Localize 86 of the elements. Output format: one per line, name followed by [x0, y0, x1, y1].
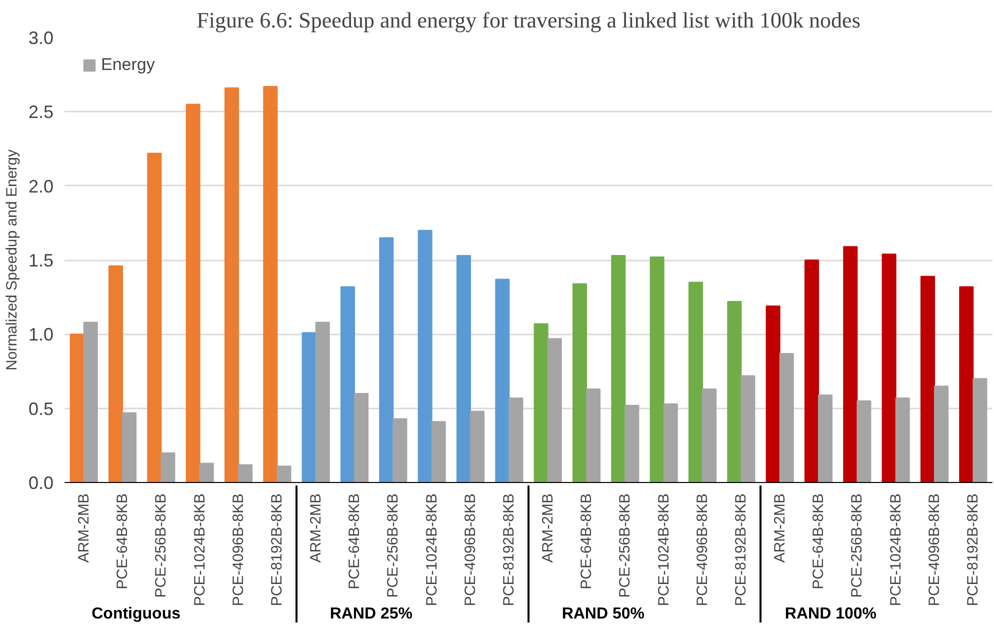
x-tick-label: PCE-256B-8KB — [152, 494, 170, 598]
bar — [547, 338, 562, 482]
bar — [392, 418, 408, 482]
x-tick-label: PCE-1024B-8KB — [423, 493, 440, 606]
bar — [650, 256, 664, 482]
bar — [224, 87, 239, 482]
bar — [456, 255, 471, 482]
bar — [856, 400, 872, 482]
bar — [663, 403, 678, 482]
bar — [263, 86, 278, 482]
bar — [882, 254, 896, 482]
bar — [804, 260, 819, 482]
bar — [302, 332, 316, 482]
x-tick-label: PCE-8192B-8KB — [732, 493, 750, 606]
bar — [688, 282, 703, 482]
x-tick-label: PCE-8192B-8KB — [268, 493, 286, 606]
legend-label: Energy — [101, 55, 155, 75]
bar — [340, 286, 355, 482]
x-tick-label: PCE-4096B-8KB — [694, 493, 711, 606]
bar — [727, 301, 742, 482]
bar — [238, 464, 253, 482]
bar — [199, 462, 214, 482]
bar — [895, 397, 910, 482]
y-tick-label: 3.0 — [28, 28, 54, 48]
text: RAND 25% — [330, 606, 412, 623]
x-tick-label: PCE-256B-8KB — [384, 494, 402, 598]
y-tick-label: 2.0 — [28, 176, 54, 196]
bar — [534, 323, 548, 482]
bar — [122, 412, 137, 482]
bar — [779, 352, 794, 482]
x-tick-label: PCE-4096B-8KB — [462, 493, 479, 606]
x-tick-label: ARM-2MB — [539, 494, 556, 563]
x-tick-label: PCE-64B-8KB — [810, 494, 827, 590]
bar — [766, 305, 780, 482]
bar — [920, 276, 935, 482]
bar — [934, 386, 949, 482]
bar — [702, 388, 717, 482]
y-tick-label: 0.5 — [28, 398, 54, 419]
x-tick-label: ARM-2MB — [307, 494, 324, 563]
y-tick-label: 1.5 — [28, 250, 54, 270]
bar — [586, 388, 601, 482]
text: RAND 50% — [562, 606, 644, 623]
chart-title: Figure 6.6: Speedup and energy for traversing a linked list with 100k nodes — [196, 8, 860, 32]
x-tick-label: PCE-256B-8KB — [616, 494, 634, 598]
y-tick-label: 0.0 — [28, 473, 54, 493]
bar — [315, 322, 330, 482]
bar — [508, 397, 524, 482]
x-tick-label: ARM-2MB — [771, 494, 788, 563]
bar — [611, 255, 626, 482]
y-axis-title: Normalized Speedup and Energy — [3, 149, 20, 370]
x-tick-label: PCE-64B-8KB — [346, 494, 363, 590]
bar — [108, 265, 123, 482]
text: Contiguous — [92, 606, 181, 623]
x-tick-label: PCE-64B-8KB — [578, 494, 595, 590]
bar — [740, 375, 756, 482]
bar — [160, 452, 176, 482]
x-tick-label: PCE-4096B-8KB — [230, 493, 247, 606]
x-tick-label: PCE-64B-8KB — [114, 494, 131, 590]
bar — [70, 334, 84, 482]
bar — [418, 230, 432, 482]
y-tick-label: 1.0 — [28, 324, 54, 345]
bar — [276, 466, 292, 482]
x-tick-label: PCE-8192B-8KB — [964, 493, 982, 606]
x-tick-label: PCE-1024B-8KB — [887, 493, 904, 606]
bar — [431, 421, 446, 482]
bar — [624, 404, 640, 482]
x-tick-label: PCE-8192B-8KB — [500, 493, 518, 606]
bar — [572, 283, 587, 482]
x-tick-label: ARM-2MB — [75, 494, 92, 563]
bar — [959, 286, 974, 482]
x-tick-label: PCE-1024B-8KB — [655, 493, 672, 606]
x-tick-label: PCE-1024B-8KB — [191, 493, 208, 606]
bar — [83, 322, 98, 482]
bar — [354, 393, 369, 482]
text: RAND 100% — [784, 606, 877, 623]
bar — [818, 394, 833, 482]
bar — [495, 278, 510, 482]
bar — [470, 410, 485, 482]
bar — [186, 104, 200, 482]
bar — [843, 246, 858, 482]
bar — [379, 237, 394, 482]
bar — [147, 152, 162, 482]
x-tick-label: PCE-256B-8KB — [848, 494, 866, 598]
bar — [972, 378, 988, 482]
y-tick-label: 2.5 — [28, 102, 54, 122]
x-tick-label: PCE-4096B-8KB — [926, 493, 943, 606]
